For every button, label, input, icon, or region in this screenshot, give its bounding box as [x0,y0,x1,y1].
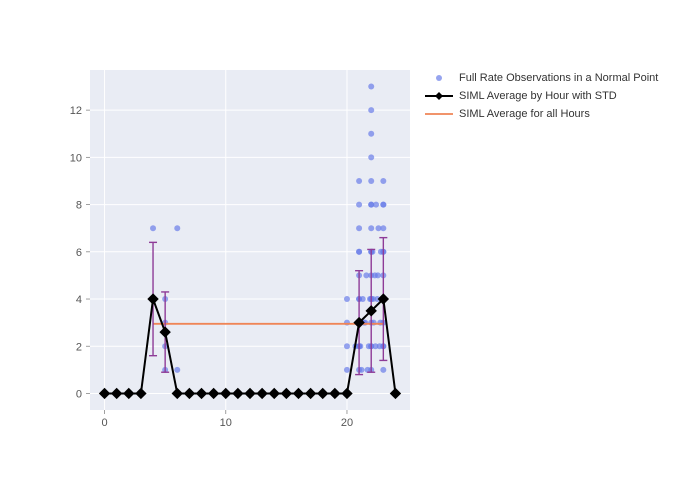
legend-item-scatter: Full Rate Observations in a Normal Point [425,70,658,86]
x-tick-label: 10 [220,417,232,429]
y-tick-label: 10 [70,152,82,164]
scatter-point [356,225,362,231]
y-tick-label: 6 [76,247,82,259]
legend-swatch-hourly [425,89,453,103]
legend-label: SIML Average for all Hours [459,108,590,120]
y-tick-label: 0 [76,388,82,400]
legend-label: SIML Average by Hour with STD [459,90,617,102]
scatter-point [380,202,386,208]
scatter-point [174,367,180,373]
scatter-point [372,343,378,349]
x-tick-label: 20 [341,417,353,429]
y-tick-label: 2 [76,341,82,353]
legend-item-overall: SIML Average for all Hours [425,106,658,122]
scatter-point [344,320,350,326]
y-tick-label: 8 [76,200,82,212]
scatter-point [363,272,369,278]
scatter-point [368,225,374,231]
chart-container: 0 10 20 0 2 4 6 8 10 12 Full Rate Observations in… [0,0,700,500]
scatter-point [356,249,362,255]
legend-swatch-scatter [425,71,453,85]
scatter-point [375,225,381,231]
scatter-point [356,178,362,184]
scatter-point [377,320,383,326]
scatter-point [368,131,374,137]
legend-item-hourly: SIML Average by Hour with STD [425,88,658,104]
scatter-point [174,225,180,231]
scatter-point [368,84,374,90]
y-tick-label: 4 [76,294,82,306]
scatter-point [368,202,374,208]
scatter-point [150,225,156,231]
legend-label: Full Rate Observations in a Normal Point [459,72,658,84]
scatter-point [380,367,386,373]
scatter-point [344,343,350,349]
y-tick-label: 12 [70,105,82,117]
scatter-point [375,272,381,278]
scatter-point [368,154,374,160]
scatter-point [356,202,362,208]
scatter-point [368,107,374,113]
scatter-point [368,178,374,184]
scatter-point [380,178,386,184]
scatter-point [344,367,350,373]
legend-swatch-overall [425,107,453,121]
scatter-point [344,296,350,302]
x-tick-label: 0 [101,417,107,429]
legend: Full Rate Observations in a Normal Point… [425,70,658,124]
